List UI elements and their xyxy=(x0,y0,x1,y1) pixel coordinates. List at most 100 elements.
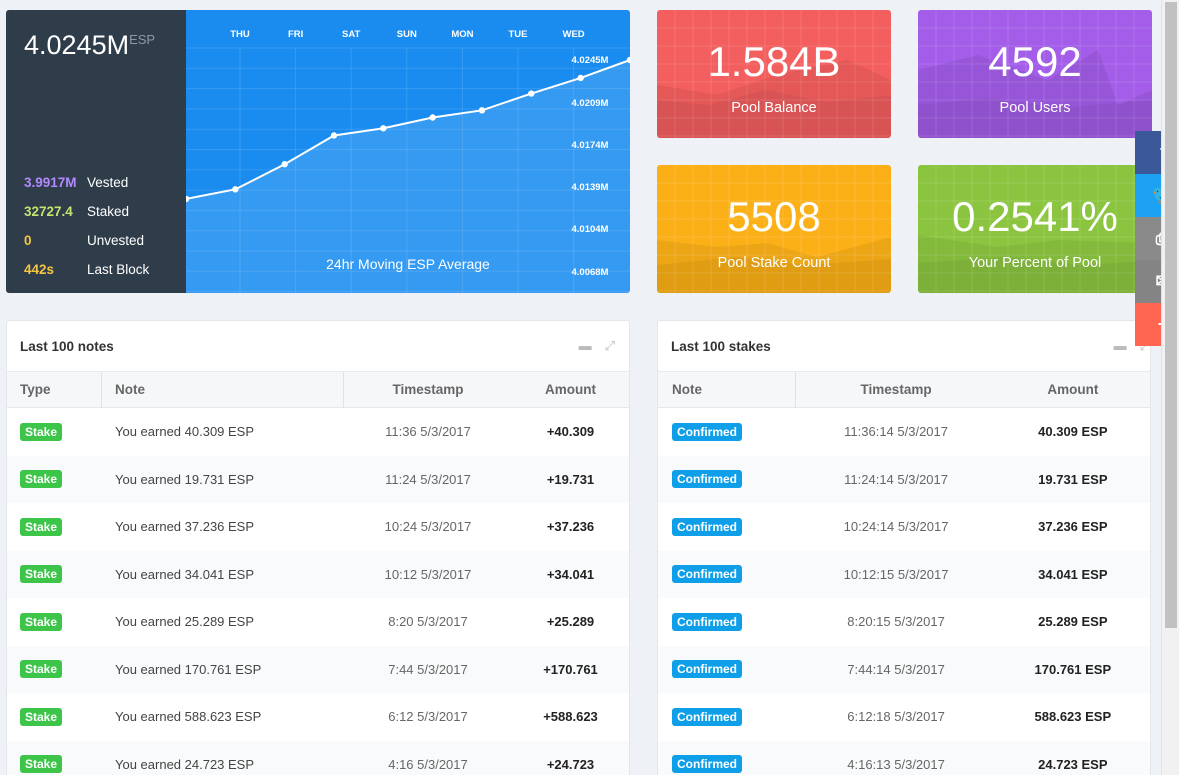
stat-label: Unvested xyxy=(87,233,145,248)
pool-stake-count-tile: 5508 Pool Stake Count xyxy=(657,165,891,293)
chart-title: 24hr Moving ESP Average xyxy=(326,256,490,272)
amount-cell: 37.236 ESP xyxy=(1038,519,1108,535)
y-tick-label: 4.0174M xyxy=(572,140,609,151)
minimize-icon[interactable]: ▬ xyxy=(578,338,592,353)
column-header-note[interactable]: Note xyxy=(102,371,344,408)
timestamp-cell: 8:20 5/3/2017 xyxy=(388,614,468,630)
type-cell: Stake xyxy=(7,517,102,536)
table-row[interactable]: Stake You earned 37.236 ESP 10:24 5/3/2017… xyxy=(7,503,629,551)
page-scrollbar[interactable] xyxy=(1161,0,1179,775)
notes-card-tools: ▬ ⤢ xyxy=(579,338,615,354)
table-row[interactable]: Stake You earned 19.731 ESP 11:24 5/3/2017… xyxy=(7,455,629,503)
stat-staked: 32727.4 Staked xyxy=(24,197,149,226)
column-header-type[interactable]: Type xyxy=(7,371,102,408)
table-row[interactable]: Confirmed 11:24:14 5/3/2017 19.731 ESP xyxy=(658,455,1150,503)
y-tick-label: 4.0209M xyxy=(572,98,609,109)
table-row[interactable]: Confirmed 8:20:15 5/3/2017 25.289 ESP xyxy=(658,598,1150,646)
table-row[interactable]: Confirmed 4:16:13 5/3/2017 24.723 ESP xyxy=(658,740,1150,775)
data-point xyxy=(528,90,535,97)
note-cell: Confirmed xyxy=(658,422,796,441)
stat-value: 0 xyxy=(24,233,32,248)
x-tick-label: THU xyxy=(230,29,250,40)
moving-average-chart: THU FRI SAT SUN MON TUE WED 4.0245M 4.0209M 4.017… xyxy=(186,10,630,293)
expand-icon[interactable]: ⤢ xyxy=(604,338,615,353)
stat-last-block: 442s Last Block xyxy=(24,255,149,284)
data-point xyxy=(281,161,288,168)
pool-stake-count-label: Pool Stake Count xyxy=(717,255,831,271)
timestamp-cell: 11:24 5/3/2017 xyxy=(385,471,471,487)
table-row[interactable]: Stake You earned 24.723 ESP 4:16 5/3/2017 +… xyxy=(7,740,629,775)
timestamp-cell: 4:16 5/3/2017 xyxy=(388,756,468,772)
x-tick-label: MON xyxy=(451,29,473,40)
balance-stats: 3.9917M Vested 32727.4 Staked 0 Unvested… xyxy=(24,168,149,284)
series-line xyxy=(186,59,630,200)
stat-vested: 3.9917M Vested xyxy=(24,168,149,197)
amount-cell: 170.761 ESP xyxy=(1034,661,1112,677)
timestamp-cell: 6:12:18 5/3/2017 xyxy=(847,709,945,725)
column-header-amount[interactable]: Amount xyxy=(545,382,596,397)
type-badge: Stake xyxy=(20,612,63,631)
table-row[interactable]: Stake You earned 25.289 ESP 8:20 5/3/2017 +… xyxy=(7,598,629,646)
amount-cell: +37.236 xyxy=(546,519,595,535)
x-tick-label: SAT xyxy=(342,29,360,40)
data-point xyxy=(577,74,584,82)
confirmed-badge: Confirmed xyxy=(672,470,742,489)
timestamp-cell: 10:24 5/3/2017 xyxy=(384,519,472,535)
stat-value: 3.9917M xyxy=(24,175,77,190)
column-header-note[interactable]: Note xyxy=(658,371,797,408)
percent-of-pool-value: 0.2541% xyxy=(952,193,1118,240)
amount-cell: +34.041 xyxy=(546,566,595,582)
data-point xyxy=(380,125,387,132)
x-tick-label: SUN xyxy=(397,29,417,40)
note-cell: Confirmed xyxy=(658,517,796,536)
table-row[interactable]: Confirmed 7:44:14 5/3/2017 170.761 ESP xyxy=(658,645,1150,693)
amount-cell: +19.731 xyxy=(546,471,595,487)
stakes-table-header: Note Timestamp Amount xyxy=(658,371,1150,408)
note-cell: Confirmed xyxy=(658,755,796,774)
scrollbar-thumb[interactable] xyxy=(1165,2,1177,628)
note-cell: You earned 34.041 ESP xyxy=(115,566,255,582)
y-tick-label: 4.0139M xyxy=(572,182,609,193)
amount-cell: 34.041 ESP xyxy=(1038,566,1108,582)
table-row[interactable]: Stake You earned 170.761 ESP 7:44 5/3/2017… xyxy=(7,645,629,693)
amount-cell: +40.309 xyxy=(546,424,595,440)
column-header-timestamp[interactable]: Timestamp xyxy=(392,382,464,397)
table-row[interactable]: Confirmed 11:36:14 5/3/2017 40.309 ESP xyxy=(658,408,1150,456)
note-cell: You earned 25.289 ESP xyxy=(115,614,255,630)
total-balance: 4.0245MESP xyxy=(24,30,155,61)
timestamp-cell: 4:16:13 5/3/2017 xyxy=(847,756,945,772)
series-area xyxy=(186,60,630,293)
timestamp-cell: 10:24:14 5/3/2017 xyxy=(843,519,949,535)
table-row[interactable]: Confirmed 10:24:14 5/3/2017 37.236 ESP xyxy=(658,503,1150,551)
timestamp-cell: 6:12 5/3/2017 xyxy=(388,709,468,725)
amount-cell: 25.289 ESP xyxy=(1038,614,1108,630)
total-balance-unit: ESP xyxy=(129,32,156,47)
note-cell: You earned 170.761 ESP xyxy=(115,661,262,677)
column-header-timestamp[interactable]: Timestamp xyxy=(860,382,932,397)
x-tick-label: WED xyxy=(563,29,585,40)
amount-cell: +170.761 xyxy=(543,661,598,677)
table-row[interactable]: Confirmed 6:12:18 5/3/2017 588.623 ESP xyxy=(658,693,1150,741)
note-cell: Confirmed xyxy=(658,565,796,584)
amount-cell: +24.723 xyxy=(546,756,595,772)
table-row[interactable]: Stake You earned 34.041 ESP 10:12 5/3/2017… xyxy=(7,550,629,598)
data-point xyxy=(186,195,190,203)
confirmed-badge: Confirmed xyxy=(672,565,742,584)
y-tick-label: 4.0068M xyxy=(572,267,609,278)
table-row[interactable]: Stake You earned 588.623 ESP 6:12 5/3/2017… xyxy=(7,693,629,741)
type-badge: Stake xyxy=(20,565,63,584)
table-row[interactable]: Stake You earned 40.309 ESP 11:36 5/3/2017… xyxy=(7,408,629,456)
total-balance-value: 4.0245M xyxy=(24,30,130,60)
minimize-icon[interactable]: ▬ xyxy=(1113,338,1127,353)
type-cell: Stake xyxy=(7,422,102,441)
stat-label: Staked xyxy=(87,204,130,219)
table-row[interactable]: Confirmed 10:12:15 5/3/2017 34.041 ESP xyxy=(658,550,1150,598)
timestamp-cell: 7:44:14 5/3/2017 xyxy=(847,661,945,677)
amount-cell: 19.731 ESP xyxy=(1038,471,1108,487)
confirmed-badge: Confirmed xyxy=(672,422,742,441)
note-cell: Confirmed xyxy=(658,707,796,726)
type-cell: Stake xyxy=(7,707,102,726)
note-cell: You earned 588.623 ESP xyxy=(115,709,262,725)
column-header-amount[interactable]: Amount xyxy=(1047,382,1099,397)
timestamp-cell: 10:12 5/3/2017 xyxy=(384,566,472,582)
